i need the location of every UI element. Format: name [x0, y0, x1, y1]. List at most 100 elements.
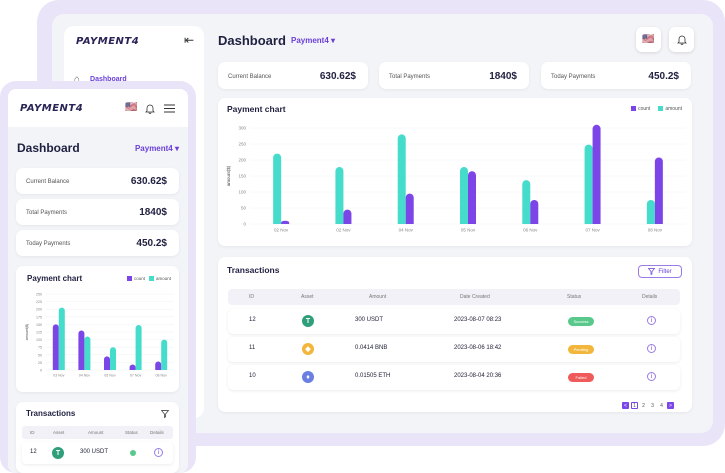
stat-current-balance: Current Balance 630.62$ [16, 168, 179, 194]
eth-icon: ♦ [302, 371, 314, 383]
bar-amount [161, 339, 168, 370]
mobile-frame: PAYMENT4 🇺🇸 Dashboard Payment4 ▾ Current… [0, 81, 196, 473]
stat-today-payments: Today Payments 450.2$ [16, 230, 179, 256]
y-tick-label: 0 [40, 369, 42, 373]
x-tick-label: 03 Nov [53, 374, 65, 378]
x-tick-label: 05 Nov [104, 374, 116, 378]
stat-today-payments: Today Payments 450.2$ [541, 62, 691, 89]
bar-amount [397, 134, 406, 224]
y-tick-label: 250 [36, 293, 42, 297]
y-tick-label: 300 [238, 126, 246, 131]
stat-current-balance: Current Balance 630.62$ [218, 62, 368, 89]
page-title: Dashboard [17, 141, 80, 155]
y-tick-label: 200 [36, 308, 42, 312]
y-tick-label: 225 [36, 300, 42, 304]
stat-total-payments: Total Payments 1840$ [379, 62, 529, 89]
bar-count [52, 324, 59, 370]
status-badge: Pending [568, 345, 594, 354]
bar-count [405, 193, 414, 224]
table-row[interactable]: 10 ♦ 0.01505 ETH 2023-08-04 20:36 Failed… [228, 365, 680, 390]
y-tick-label: 25 [38, 361, 42, 365]
bell-icon [676, 35, 687, 45]
x-tick-label: 02 Nov [274, 228, 289, 233]
y-axis-label: amount($) [226, 165, 231, 186]
page-button[interactable]: 1 [631, 402, 638, 409]
x-tick-label: 04 Nov [399, 228, 414, 233]
y-tick-label: 0 [243, 222, 246, 227]
bar-count [155, 361, 162, 370]
notification-button[interactable] [669, 27, 694, 52]
x-tick-label: 07 Nov [130, 374, 142, 378]
next-page-button[interactable]: > [667, 402, 674, 409]
bar-count [654, 157, 663, 224]
bar-amount [58, 307, 65, 370]
bar-count [104, 356, 110, 370]
x-tick-label: 05 Nov [461, 228, 476, 233]
filter-button[interactable]: Filter [638, 265, 682, 278]
y-tick-label: 150 [238, 174, 246, 179]
bar-amount [522, 180, 531, 224]
bar-count [530, 200, 539, 224]
bar-count [592, 124, 601, 224]
us-flag-icon[interactable]: 🇺🇸 [125, 102, 138, 113]
y-tick-label: 175 [36, 315, 42, 319]
table-header: ID Asset Amount Status Details [22, 426, 173, 439]
details-icon[interactable]: i [154, 448, 163, 457]
y-tick-label: 200 [238, 158, 246, 163]
gateway-selector[interactable]: Payment4 ▾ [291, 36, 336, 45]
page-button[interactable]: 2 [642, 402, 645, 409]
transactions-card: Transactions ID Asset Amount Status Deta… [16, 402, 179, 473]
chart-legend: count amount [126, 276, 171, 282]
status-dot [130, 450, 136, 456]
details-icon[interactable]: i [647, 372, 656, 381]
payment-chart-card: Payment chart count amount 0 25 50 75 100 125… [16, 266, 179, 392]
table-row[interactable]: 12 T 300 USDT i [22, 442, 173, 464]
collapse-sidebar-icon[interactable]: ⇤ [183, 33, 194, 47]
transactions-card: Transactions Filter ID Asset Amount Date… [218, 257, 692, 412]
payment-chart-card: Payment chart count amount 0 50 100 150 200 2… [218, 98, 692, 246]
language-button[interactable]: 🇺🇸 [636, 27, 661, 52]
menu-icon[interactable] [164, 104, 175, 113]
bar-amount [335, 167, 344, 224]
page-title: Dashboard [218, 33, 286, 48]
table-row[interactable]: 12 T 300 USDT 2023-08-07 08:23 Success i [228, 309, 680, 334]
chart-title: Payment chart [227, 104, 286, 114]
home-icon: ⌂ [74, 74, 81, 85]
y-tick-label: 150 [36, 323, 42, 327]
chart-legend: count amount [631, 106, 682, 112]
prev-page-button[interactable]: < [622, 402, 629, 409]
brand-logo: PAYMENT4 [76, 36, 140, 47]
status-badge: Success [568, 317, 594, 326]
transactions-title: Transactions [227, 265, 280, 275]
x-tick-label: 02 Nov [336, 228, 351, 233]
filter-icon [648, 268, 656, 275]
bar-amount [84, 336, 91, 370]
table-row[interactable]: 11 ◆ 0.0414 BNB 2023-08-06 18:42 Pending… [228, 337, 680, 362]
bar-amount [135, 325, 142, 370]
y-tick-label: 250 [238, 142, 246, 147]
bnb-icon: ◆ [302, 343, 314, 355]
tether-icon: T [52, 447, 64, 459]
bell-icon[interactable] [145, 103, 155, 114]
sidebar-item-label: Dashboard [90, 76, 127, 83]
x-tick-label: 06 Nov [523, 228, 538, 233]
bar-amount [460, 167, 468, 224]
details-icon[interactable]: i [647, 316, 656, 325]
bar-amount [584, 144, 593, 224]
sidebar-item-dashboard[interactable]: ⌂ Dashboard [74, 74, 127, 85]
pagination: < 1 2 3 4 > [622, 402, 674, 409]
page-button[interactable]: 4 [660, 402, 663, 409]
x-tick-label: 08 Nov [156, 374, 168, 378]
gateway-selector[interactable]: Payment4 ▾ [134, 144, 179, 153]
filter-icon[interactable] [161, 410, 169, 418]
status-badge: Failed [568, 373, 594, 382]
y-tick-label: 75 [38, 346, 42, 350]
bar-count [281, 220, 290, 224]
details-icon[interactable]: i [647, 344, 656, 353]
bar-count [78, 330, 85, 370]
y-tick-label: 100 [36, 338, 42, 342]
page-button[interactable]: 3 [651, 402, 654, 409]
mobile-topbar: PAYMENT4 🇺🇸 [8, 89, 188, 127]
bar-amount [646, 200, 655, 224]
transactions-title: Transactions [26, 409, 76, 418]
